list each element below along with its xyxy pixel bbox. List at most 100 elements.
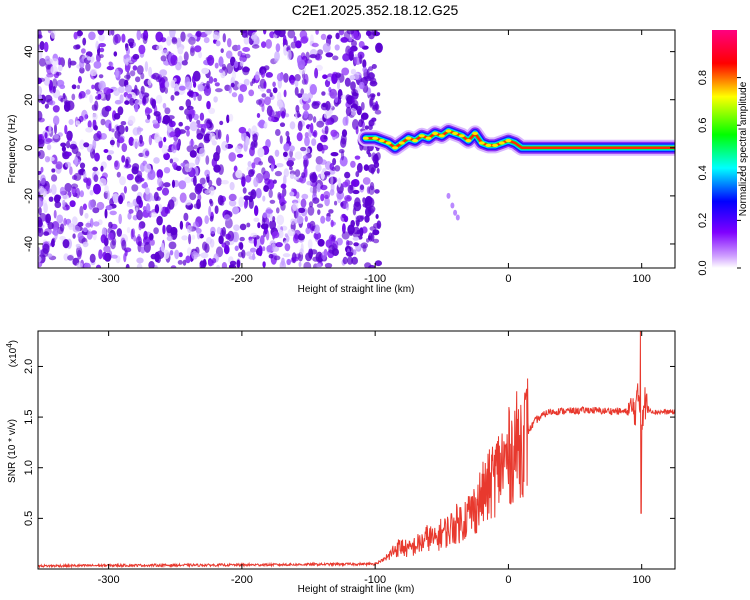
noise-blob	[228, 85, 232, 94]
noise-blob	[214, 62, 219, 69]
noise-blob	[164, 87, 168, 94]
noise-blob	[262, 170, 270, 181]
noise-blob	[287, 157, 296, 162]
noise-blob	[116, 171, 121, 178]
noise-blob	[257, 147, 265, 158]
noise-blob	[277, 192, 282, 200]
noise-blob	[322, 168, 327, 173]
noise-blob	[322, 74, 328, 79]
noise-blob	[340, 134, 347, 145]
noise-blob	[191, 234, 196, 240]
noise-blob	[186, 129, 190, 137]
noise-blob	[134, 84, 138, 96]
noise-blob	[340, 202, 344, 207]
noise-blob	[221, 63, 227, 71]
noise-blob	[298, 261, 302, 268]
noise-blob	[157, 177, 163, 187]
noise-blob	[345, 202, 349, 211]
noise-blob	[76, 246, 83, 257]
noise-blob	[265, 39, 273, 49]
noise-blob	[53, 209, 57, 219]
noise-blob	[295, 40, 302, 49]
noise-blob	[132, 53, 140, 60]
noise-blob	[260, 223, 269, 230]
noise-blob	[113, 87, 120, 97]
noise-blob	[170, 80, 176, 89]
noise-blob	[243, 200, 248, 209]
noise-blob	[64, 124, 68, 135]
noise-blob	[274, 149, 280, 157]
noise-blob	[151, 99, 156, 109]
noise-blob	[327, 34, 333, 40]
noise-blob	[46, 253, 53, 258]
noise-blob	[38, 48, 43, 60]
noise-blob	[44, 103, 50, 109]
colorbar: 0.0 0.2 0.4 0.6 0.8 Normalized spectral ampl…	[697, 30, 749, 276]
noise-blob	[208, 205, 212, 217]
noise-blob	[204, 189, 210, 194]
noise-blob	[51, 238, 55, 248]
noise-blob	[331, 234, 337, 241]
noise-blob	[136, 126, 142, 135]
noise-blob	[370, 77, 377, 85]
noise-blob	[289, 191, 295, 197]
noise-blob	[306, 180, 313, 186]
noise-blob	[305, 51, 310, 61]
noise-blob	[284, 113, 290, 118]
noise-blob	[106, 190, 110, 201]
noise-blob	[108, 123, 112, 132]
noise-blob	[76, 262, 83, 268]
noise-blob	[55, 71, 62, 76]
x-tick-label: -100	[364, 273, 386, 285]
noise-blob	[121, 239, 127, 251]
noise-blob	[144, 107, 153, 114]
noise-blob	[227, 38, 232, 48]
noise-blob	[103, 149, 109, 153]
noise-blob	[175, 61, 182, 71]
noise-blob	[59, 186, 66, 196]
ridge-peak	[498, 141, 505, 145]
noise-blob	[193, 144, 198, 150]
noise-blob	[361, 112, 369, 120]
noise-blob	[98, 43, 106, 48]
colorbar-tick-label: 0.2	[697, 213, 709, 228]
noise-blob	[235, 145, 242, 154]
noise-blob	[321, 144, 329, 151]
noise-blob	[243, 78, 250, 86]
noise-blob	[63, 217, 67, 226]
noise-blob	[175, 130, 182, 135]
noise-blob	[52, 78, 58, 89]
noise-blob	[314, 67, 319, 79]
noise-blob	[66, 204, 69, 211]
noise-blob	[138, 44, 146, 55]
noise-blob	[286, 159, 295, 167]
noise-blob	[250, 232, 258, 238]
noise-blob	[316, 120, 325, 128]
noise-blob	[146, 114, 151, 120]
noise-blob	[100, 165, 104, 172]
noise-blob	[213, 151, 220, 162]
noise-blob	[254, 205, 259, 217]
noise-blob	[259, 68, 264, 76]
noise-blob	[350, 220, 356, 228]
noise-blob	[54, 123, 57, 135]
noise-blob	[290, 79, 295, 86]
noise-blob	[142, 206, 147, 212]
noise-blob	[58, 64, 63, 72]
spectrogram-x-label: Height of straight line (km)	[298, 284, 415, 295]
noise-blob	[125, 125, 129, 133]
noise-blob	[45, 138, 53, 143]
noise-blob	[374, 109, 382, 115]
ridge-peak	[505, 139, 512, 143]
noise-blob	[109, 139, 115, 146]
noise-blob	[124, 163, 132, 169]
y-tick-label: -40	[23, 236, 35, 252]
noise-blob	[49, 85, 54, 93]
noise-blob	[347, 256, 353, 265]
noise-blob	[310, 122, 314, 134]
noise-blob	[46, 144, 52, 151]
ridge-peak	[465, 139, 472, 143]
noise-blob	[258, 245, 263, 257]
noise-blob	[368, 185, 375, 195]
noise-blob	[242, 66, 250, 76]
